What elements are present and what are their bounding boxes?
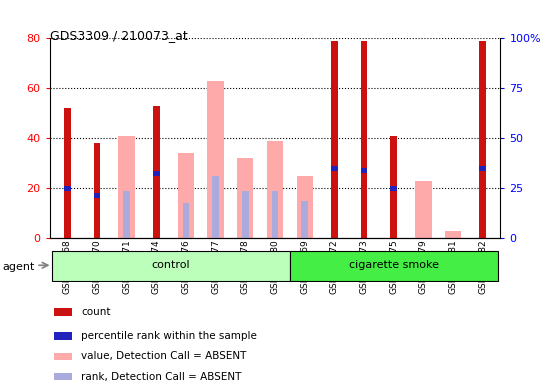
Bar <box>390 186 397 190</box>
Text: value, Detection Call = ABSENT: value, Detection Call = ABSENT <box>81 351 246 361</box>
Bar <box>296 176 313 238</box>
Bar <box>54 353 72 360</box>
Text: rank, Detection Call = ABSENT: rank, Detection Call = ABSENT <box>81 372 241 382</box>
Bar <box>183 203 189 238</box>
Bar <box>237 158 254 238</box>
Text: cigarette smoke: cigarette smoke <box>349 260 439 270</box>
Bar <box>212 176 219 238</box>
Bar <box>123 190 130 238</box>
Text: control: control <box>152 260 190 270</box>
Bar <box>64 186 70 190</box>
Bar <box>94 143 100 238</box>
Bar <box>64 108 70 238</box>
Text: agent: agent <box>3 262 35 272</box>
Bar <box>207 81 224 238</box>
Bar <box>54 373 72 380</box>
Text: percentile rank within the sample: percentile rank within the sample <box>81 331 257 341</box>
Bar <box>94 193 100 198</box>
Bar <box>178 153 194 238</box>
Bar <box>267 141 283 238</box>
Bar <box>54 333 72 340</box>
Bar <box>361 41 367 238</box>
Bar <box>153 170 159 176</box>
Bar <box>54 308 72 316</box>
Text: count: count <box>81 307 111 317</box>
Bar <box>390 136 397 238</box>
Bar <box>301 200 308 238</box>
Bar <box>242 190 249 238</box>
Bar <box>445 230 461 238</box>
Text: GDS3309 / 210073_at: GDS3309 / 210073_at <box>50 29 187 42</box>
Bar <box>153 106 159 238</box>
Bar <box>331 41 338 238</box>
Bar <box>118 136 135 238</box>
Bar <box>272 190 278 238</box>
Bar <box>480 166 486 170</box>
Bar <box>52 251 290 281</box>
Bar <box>361 168 367 173</box>
Bar <box>415 180 432 238</box>
Bar <box>290 251 498 281</box>
Bar <box>331 166 338 170</box>
Bar <box>480 41 486 238</box>
